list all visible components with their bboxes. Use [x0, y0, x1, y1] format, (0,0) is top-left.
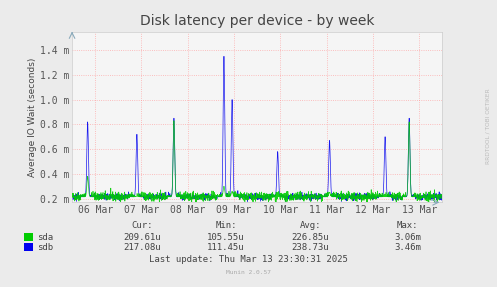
- Text: Munin 2.0.57: Munin 2.0.57: [226, 270, 271, 275]
- Text: Min:: Min:: [215, 221, 237, 230]
- Text: 111.45u: 111.45u: [207, 243, 245, 252]
- Text: sdb: sdb: [37, 243, 53, 252]
- Text: 226.85u: 226.85u: [292, 233, 330, 242]
- Text: RRDTOOL / TOBI OETIKER: RRDTOOL / TOBI OETIKER: [486, 88, 491, 164]
- Text: 105.55u: 105.55u: [207, 233, 245, 242]
- Title: Disk latency per device - by week: Disk latency per device - by week: [140, 13, 374, 28]
- Text: 217.08u: 217.08u: [123, 243, 161, 252]
- Text: Cur:: Cur:: [131, 221, 153, 230]
- Text: Avg:: Avg:: [300, 221, 322, 230]
- Text: 238.73u: 238.73u: [292, 243, 330, 252]
- Text: sda: sda: [37, 233, 53, 242]
- Text: 3.46m: 3.46m: [394, 243, 421, 252]
- Text: 209.61u: 209.61u: [123, 233, 161, 242]
- Text: Last update: Thu Mar 13 23:30:31 2025: Last update: Thu Mar 13 23:30:31 2025: [149, 255, 348, 264]
- Text: Max:: Max:: [397, 221, 418, 230]
- Y-axis label: Average IO Wait (seconds): Average IO Wait (seconds): [28, 57, 37, 177]
- Text: 3.06m: 3.06m: [394, 233, 421, 242]
